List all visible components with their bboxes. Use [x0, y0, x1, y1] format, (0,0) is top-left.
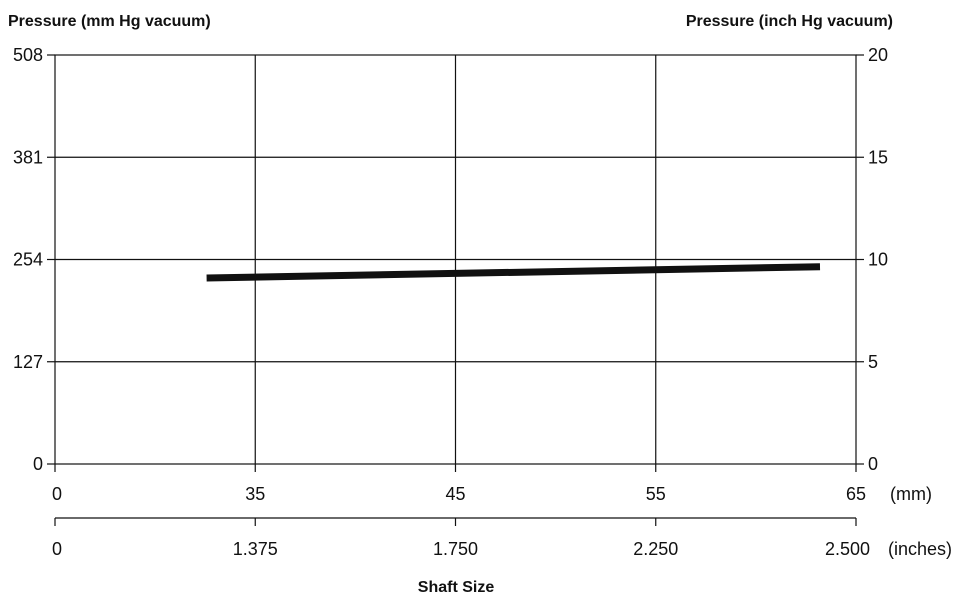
- x-axis-inches-tick-label: 0: [52, 539, 62, 559]
- right-axis-tick-label: 15: [868, 147, 888, 167]
- left-axis-tick-label: 254: [13, 250, 43, 270]
- x-axis-inches-tick-label: 1.750: [433, 539, 478, 559]
- right-axis-tick-label: 0: [868, 454, 878, 474]
- right-axis-tick-label: 10: [868, 250, 888, 270]
- x-axis-mm-tick-label: 45: [445, 484, 465, 504]
- x-axis-mm-tick-label: 0: [52, 484, 62, 504]
- left-axis-tick-label: 381: [13, 147, 43, 167]
- x-axis-mm-tick-label: 55: [646, 484, 666, 504]
- x-axis-inches-tick-label: 2.250: [633, 539, 678, 559]
- right-axis-tick-label: 5: [868, 352, 878, 372]
- x-axis-mm-unit: (mm): [890, 484, 932, 504]
- x-axis-mm-tick-label: 35: [245, 484, 265, 504]
- right-axis-tick-label: 20: [868, 45, 888, 65]
- x-axis-inches-tick-label: 2.500: [825, 539, 870, 559]
- x-axis-title: Shaft Size: [418, 579, 495, 596]
- left-axis-tick-label: 0: [33, 454, 43, 474]
- right-axis-title: Pressure (inch Hg vacuum): [686, 13, 893, 30]
- x-axis-inches-tick-label: 1.375: [233, 539, 278, 559]
- x-axis-mm-tick-label: 65: [846, 484, 866, 504]
- pressure-series-line: [206, 263, 821, 282]
- left-axis-title: Pressure (mm Hg vacuum): [8, 13, 211, 30]
- left-axis-tick-label: 127: [13, 352, 43, 372]
- x-axis-inches-unit: (inches): [888, 539, 952, 559]
- left-axis-tick-label: 508: [13, 45, 43, 65]
